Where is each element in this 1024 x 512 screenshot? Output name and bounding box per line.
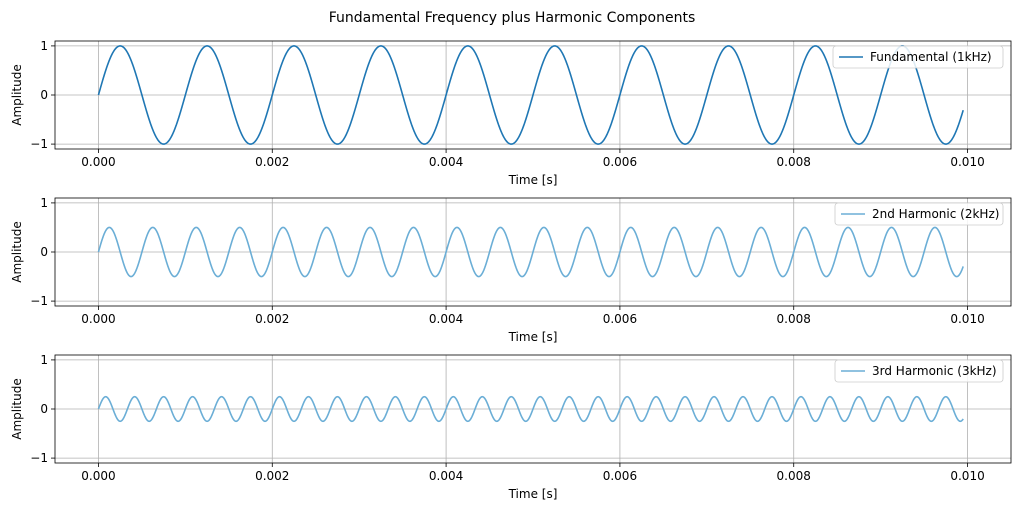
legend-label: 2nd Harmonic (2kHz): [872, 207, 999, 221]
y-tick-label: 1: [40, 196, 48, 210]
x-tick-label: 0.004: [429, 469, 463, 483]
x-tick-label: 0.006: [603, 155, 637, 169]
y-axis-label: Amplitude: [10, 378, 24, 440]
y-tick-label: 0: [40, 88, 48, 102]
x-tick-label: 0.000: [81, 312, 115, 326]
x-tick-label: 0.008: [777, 155, 811, 169]
legend: Fundamental (1kHz): [832, 45, 1004, 69]
x-tick-label: 0.008: [777, 469, 811, 483]
x-tick-label: 0.004: [429, 312, 463, 326]
y-tick-label: −1: [30, 451, 48, 465]
x-tick-label: 0.002: [255, 469, 289, 483]
x-tick-label: 0.004: [429, 155, 463, 169]
y-axis-label: Amplitude: [10, 64, 24, 126]
subplot-1: 0.000 0.002 0.004 0.006 0.008 0.010 1 0 −1 Time […: [10, 39, 1012, 187]
x-axis-label: Time [s]: [508, 330, 558, 344]
y-tick-label: 1: [40, 39, 48, 53]
x-axis-label: Time [s]: [508, 173, 558, 187]
y-tick-label: 1: [40, 353, 48, 367]
legend-box: [834, 202, 1004, 226]
x-tick-label: 0.002: [255, 155, 289, 169]
x-tick-label: 0.008: [777, 312, 811, 326]
y-tick-label: 0: [40, 245, 48, 259]
y-tick-label: −1: [30, 137, 48, 151]
legend: 2nd Harmonic (2kHz): [834, 202, 1004, 226]
y-tick-label: 0: [40, 402, 48, 416]
x-tick-label: 0.010: [950, 469, 984, 483]
y-axis-label: Amplitude: [10, 221, 24, 283]
x-tick-label: 0.000: [81, 469, 115, 483]
subplot-2: 0.000 0.002 0.004 0.006 0.008 0.010 1 0 −1 Time […: [10, 196, 1012, 344]
x-tick-label: 0.000: [81, 155, 115, 169]
legend-label: 3rd Harmonic (3kHz): [872, 364, 997, 378]
x-tick-label: 0.010: [950, 155, 984, 169]
figure-title: Fundamental Frequency plus Harmonic Comp…: [329, 10, 696, 26]
series-line-2: [97, 226, 964, 278]
x-tick-label: 0.006: [603, 469, 637, 483]
series-line-3: [97, 395, 964, 423]
legend-box: [834, 359, 1004, 383]
subplot-3: 0.000 0.002 0.004 0.006 0.008 0.010 1 0 −1 Time […: [10, 353, 1012, 501]
series-line-1: [97, 45, 964, 145]
x-axis-label: Time [s]: [508, 487, 558, 501]
x-tick-label: 0.010: [950, 312, 984, 326]
y-tick-label: −1: [30, 294, 48, 308]
legend-label: Fundamental (1kHz): [870, 50, 992, 64]
x-tick-label: 0.002: [255, 312, 289, 326]
legend: 3rd Harmonic (3kHz): [834, 359, 1004, 383]
x-tick-label: 0.006: [603, 312, 637, 326]
legend-box: [832, 45, 1004, 69]
